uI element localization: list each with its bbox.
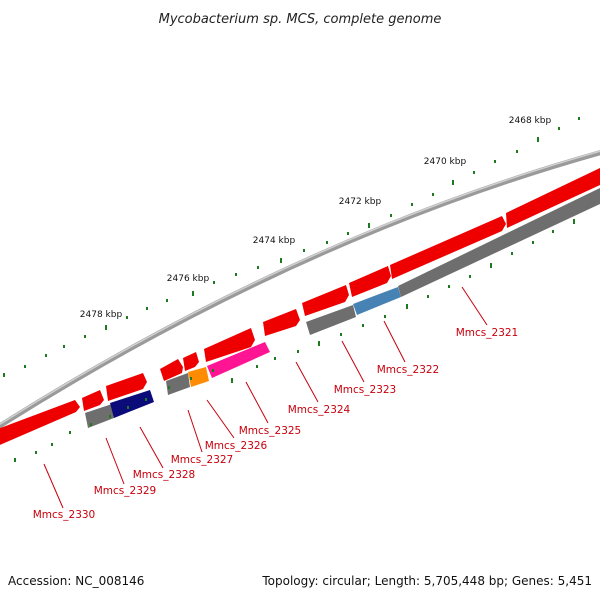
gene-label-mmcs-2328: Mmcs_2328 (133, 469, 196, 481)
gene-block-mmcs-2327[interactable] (160, 359, 183, 381)
forward-genes (0, 168, 600, 447)
gene-label-mmcs-2323: Mmcs_2323 (334, 384, 397, 396)
gene-block-reverse-2322[interactable] (353, 287, 401, 315)
gene-block-mmcs-2326[interactable] (183, 352, 199, 371)
gene-labels: Mmcs_2321 Mmcs_2322 Mmcs_2323 Mmcs_2324 … (33, 327, 519, 521)
gene-block-reverse-2326[interactable] (188, 367, 209, 387)
accession-text: Accession: NC_008146 (8, 574, 144, 588)
gene-block-reverse-2321[interactable] (398, 188, 600, 297)
gene-block-reverse-2323[interactable] (306, 305, 356, 335)
kbp-label-2468: 2468 kbp (509, 116, 552, 126)
scale-ticks-inner (14, 219, 575, 462)
gene-block-reverse-2328[interactable] (110, 390, 154, 418)
gene-block-mmcs-2329[interactable] (82, 390, 104, 411)
kbp-label-2472: 2472 kbp (339, 197, 382, 207)
scale-ticks-outer (3, 117, 580, 377)
gene-block-mmcs-2325[interactable] (204, 328, 255, 362)
gene-label-mmcs-2322: Mmcs_2322 (377, 364, 440, 376)
gene-block-mmcs-2323[interactable] (302, 285, 349, 316)
kbp-label-2478: 2478 kbp (80, 310, 123, 320)
map-title: Mycobacterium sp. MCS, complete genome (159, 12, 442, 27)
gene-block-reverse-2325[interactable] (207, 342, 270, 378)
gene-label-mmcs-2327: Mmcs_2327 (171, 454, 234, 466)
gene-block-mmcs-2324[interactable] (263, 309, 300, 336)
backbone-track (0, 150, 600, 429)
gene-label-mmcs-2326: Mmcs_2326 (205, 440, 268, 452)
gene-block-reverse-2329[interactable] (85, 404, 114, 428)
gene-block-reverse-2327[interactable] (166, 373, 190, 395)
gene-block-mmcs-2321[interactable] (390, 216, 506, 279)
gene-block-mmcs-2328[interactable] (106, 373, 147, 401)
reverse-genes (85, 188, 600, 428)
leader-lines (43, 286, 488, 509)
gene-label-mmcs-2321: Mmcs_2321 (456, 327, 519, 339)
kbp-labels: 2468 kbp 2470 kbp 2472 kbp 2474 kbp 2476… (80, 116, 552, 320)
gene-block-mmcs-2330[interactable] (0, 400, 80, 447)
gene-label-mmcs-2330: Mmcs_2330 (33, 509, 96, 521)
gene-label-mmcs-2325: Mmcs_2325 (239, 425, 302, 437)
topology-text: Topology: circular; Length: 5,705,448 bp… (261, 574, 592, 588)
kbp-label-2470: 2470 kbp (424, 157, 467, 167)
kbp-label-2476: 2476 kbp (167, 274, 210, 284)
gene-label-mmcs-2329: Mmcs_2329 (94, 485, 157, 497)
kbp-label-2474: 2474 kbp (253, 236, 296, 246)
gene-block-mmcs-2322[interactable] (349, 266, 391, 297)
gene-label-mmcs-2324: Mmcs_2324 (288, 404, 351, 416)
gene-block-forward-end[interactable] (506, 168, 600, 228)
